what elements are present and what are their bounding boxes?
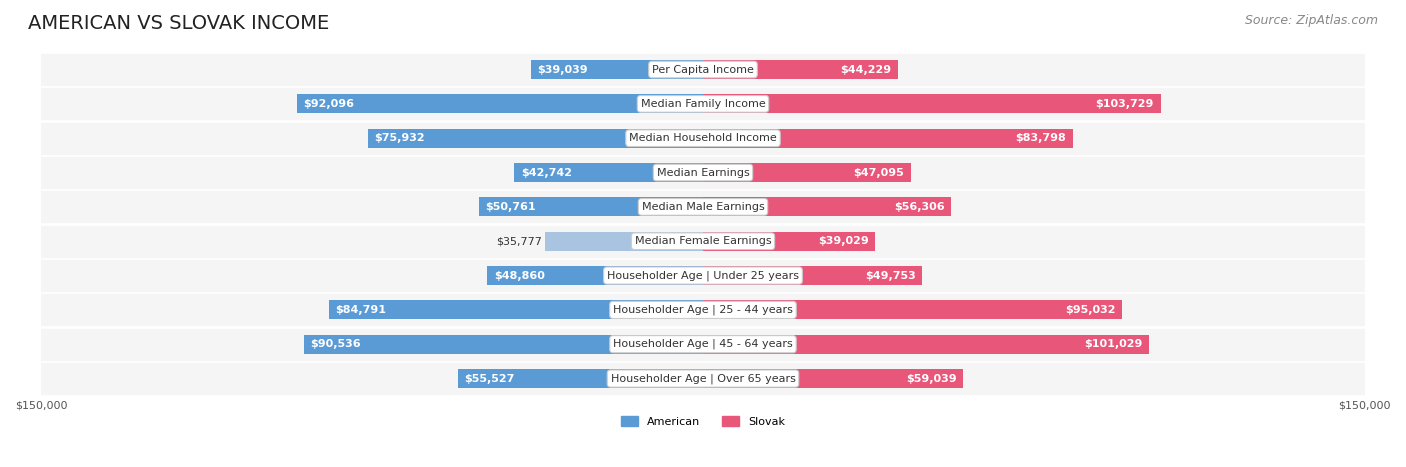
Bar: [41, 54, 1365, 85]
Bar: [41, 260, 1365, 291]
Bar: [479, 198, 703, 216]
Text: AMERICAN VS SLOVAK INCOME: AMERICAN VS SLOVAK INCOME: [28, 14, 329, 33]
Text: $55,527: $55,527: [464, 374, 515, 383]
Text: $101,029: $101,029: [1084, 339, 1142, 349]
Text: $83,798: $83,798: [1015, 133, 1066, 143]
Text: $95,032: $95,032: [1066, 305, 1115, 315]
Bar: [41, 88, 1365, 119]
Bar: [41, 294, 1365, 325]
Bar: [515, 163, 703, 182]
Bar: [41, 329, 1365, 360]
Text: Median Earnings: Median Earnings: [657, 168, 749, 177]
Bar: [531, 60, 703, 79]
Text: $103,729: $103,729: [1095, 99, 1154, 109]
Bar: [703, 335, 1149, 354]
Text: Median Family Income: Median Family Income: [641, 99, 765, 109]
Bar: [329, 300, 703, 319]
Bar: [41, 363, 1365, 394]
Bar: [703, 300, 1122, 319]
Bar: [297, 94, 703, 113]
Bar: [703, 163, 911, 182]
Legend: American, Slovak: American, Slovak: [617, 412, 789, 432]
Bar: [703, 129, 1073, 148]
Bar: [703, 94, 1160, 113]
Text: $49,753: $49,753: [865, 270, 915, 281]
Text: Median Household Income: Median Household Income: [628, 133, 778, 143]
Text: Householder Age | 25 - 44 years: Householder Age | 25 - 44 years: [613, 304, 793, 315]
Text: $75,932: $75,932: [374, 133, 425, 143]
Bar: [546, 232, 703, 251]
Text: $47,095: $47,095: [853, 168, 904, 177]
Bar: [703, 198, 952, 216]
Bar: [703, 266, 922, 285]
Text: Median Male Earnings: Median Male Earnings: [641, 202, 765, 212]
Text: Householder Age | Under 25 years: Householder Age | Under 25 years: [607, 270, 799, 281]
Bar: [488, 266, 703, 285]
Text: $39,029: $39,029: [818, 236, 869, 246]
Text: Householder Age | Over 65 years: Householder Age | Over 65 years: [610, 373, 796, 384]
Text: $44,229: $44,229: [841, 64, 891, 75]
Text: Per Capita Income: Per Capita Income: [652, 64, 754, 75]
Bar: [368, 129, 703, 148]
Text: $42,742: $42,742: [522, 168, 572, 177]
Bar: [41, 123, 1365, 154]
Text: $35,777: $35,777: [496, 236, 541, 246]
Bar: [703, 60, 898, 79]
Bar: [703, 369, 963, 388]
Text: $90,536: $90,536: [311, 339, 361, 349]
Text: $48,860: $48,860: [494, 270, 546, 281]
Text: Source: ZipAtlas.com: Source: ZipAtlas.com: [1244, 14, 1378, 27]
Text: $50,761: $50,761: [485, 202, 536, 212]
Bar: [458, 369, 703, 388]
Bar: [41, 157, 1365, 188]
Text: $84,791: $84,791: [336, 305, 387, 315]
Bar: [703, 232, 875, 251]
Text: $92,096: $92,096: [304, 99, 354, 109]
Bar: [41, 226, 1365, 257]
Text: Median Female Earnings: Median Female Earnings: [634, 236, 772, 246]
Text: $39,039: $39,039: [537, 64, 588, 75]
Text: $56,306: $56,306: [894, 202, 945, 212]
Text: $59,039: $59,039: [907, 374, 957, 383]
Bar: [41, 191, 1365, 222]
Bar: [304, 335, 703, 354]
Text: Householder Age | 45 - 64 years: Householder Age | 45 - 64 years: [613, 339, 793, 349]
